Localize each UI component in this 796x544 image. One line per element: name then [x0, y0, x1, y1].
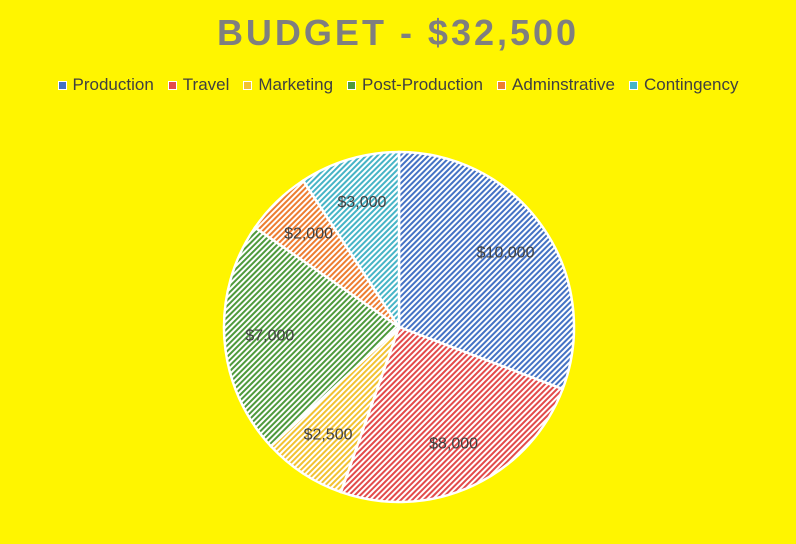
legend-label: Travel [182, 75, 230, 94]
pie-slice-post-production [222, 225, 401, 448]
pie-slice-production [397, 150, 576, 391]
legend-swatch-contingency [628, 80, 638, 90]
legend-label: Marketing [258, 75, 334, 94]
legend-item-adminstrative: Adminstrative [496, 75, 615, 95]
pie-slice-contingency [301, 150, 401, 332]
chart-title: BUDGET - $32,500 [216, 12, 580, 53]
legend-item-production: Production [57, 75, 154, 95]
data-label-post-production: $7,000 [245, 328, 294, 345]
legend-label: Contingency [643, 75, 739, 94]
legend-swatch-marketing [243, 80, 253, 90]
data-label-travel: $8,000 [429, 436, 478, 453]
pie-data-labels: $10,000 $8,000 $2,500 $7,000 $2,000 $3,000 [245, 194, 534, 453]
legend-label: Post-Production [362, 75, 483, 94]
data-label-adminstrative: $2,000 [284, 226, 333, 243]
pie-slices [222, 150, 576, 504]
legend-label: Production [72, 75, 154, 94]
legend-swatch-adminstrative [496, 80, 506, 90]
data-label-production: $10,000 [477, 245, 535, 262]
legend: Production Travel Marketing Post-Production… [0, 75, 796, 95]
legend-swatch-travel [167, 80, 177, 90]
legend-swatch-production [57, 80, 67, 90]
pie-slice-travel [339, 325, 565, 504]
legend-label: Adminstrative [511, 75, 615, 94]
legend-item-post-production: Post-Production [347, 75, 483, 95]
data-label-contingency: $3,000 [338, 194, 387, 211]
legend-item-marketing: Marketing [243, 75, 333, 95]
legend-item-travel: Travel [167, 75, 230, 95]
data-label-marketing: $2,500 [304, 427, 353, 444]
legend-item-contingency: Contingency [628, 75, 739, 95]
legend-swatch-post-production [347, 80, 357, 90]
